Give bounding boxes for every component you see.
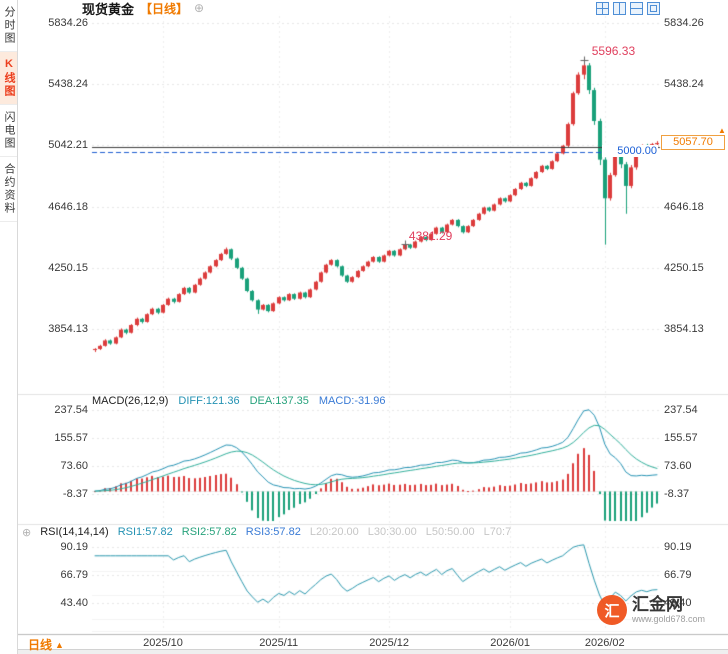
y-axis-label-right: 3854.13 [664, 323, 704, 335]
y-axis-label-right: 90.19 [664, 541, 692, 553]
rsi3-value: RSI3:57.82 [245, 526, 301, 538]
sidebar-tab-lightning-chart[interactable]: 闪电图 [0, 105, 17, 157]
y-axis-label-right: 5834.26 [664, 17, 704, 29]
sidebar: 分时图 K线图 闪电图 合约资料 [0, 0, 18, 654]
layout-grid-2x2-icon[interactable] [596, 2, 609, 15]
y-axis-label-left: 4646.18 [48, 201, 88, 213]
x-axis-label: 2025/12 [369, 637, 410, 649]
y-axis-label-left: 43.40 [60, 597, 88, 609]
sidebar-tab-time-chart[interactable]: 分时图 [0, 0, 17, 52]
last-price-tag: 5057.70 [661, 135, 725, 150]
y-axis-label-right: 237.54 [664, 404, 698, 416]
macd-label: MACD(26,12,9) [92, 395, 169, 407]
rsi-l30-value: L30:30.00 [367, 526, 417, 538]
y-axis-label-left: 155.57 [54, 432, 88, 444]
add-indicator-icon[interactable]: ⊕ [22, 527, 32, 539]
macd-hist-value: MACD:-31.96 [318, 395, 386, 407]
layout-split-horizontal-icon[interactable] [630, 2, 643, 15]
macd-dea-value: DEA:137.35 [249, 395, 309, 407]
high-price-annotation: 5596.33 [591, 43, 636, 58]
x-axis-label: 2026/01 [490, 637, 530, 649]
layout-single-pane-icon[interactable] [647, 2, 660, 15]
rsi1-value: RSI1:57.82 [117, 526, 173, 538]
watermark-url: www.gold678.com [632, 614, 706, 624]
horizontal-scrollbar[interactable] [0, 649, 728, 654]
y-axis-label-right: 5438.24 [664, 78, 704, 90]
watermark-name: 汇金网 [632, 595, 683, 614]
add-indicator-icon[interactable]: ⊕ [194, 1, 205, 15]
alert-line-label: 5000.00 [602, 144, 658, 157]
layout-split-vertical-icon[interactable] [613, 2, 626, 15]
y-axis-label-right: 43.40 [664, 597, 692, 609]
y-axis-label-left: 5438.24 [48, 78, 88, 90]
rsi-l50-value: L50:50.00 [425, 526, 475, 538]
y-axis-label-left: 5834.26 [48, 17, 88, 29]
chart-header: 现货黄金 【日线】 ⊕ [82, 0, 205, 17]
y-axis-label-left: -8.37 [62, 488, 88, 500]
y-axis-label-right: 66.79 [664, 569, 692, 581]
rsi-l20-value: L20:20.00 [309, 526, 359, 538]
y-axis-label-left: 237.54 [54, 404, 88, 416]
huijin-logo-icon: 汇 [597, 595, 627, 625]
sidebar-tab-kline-chart[interactable]: K线图 [0, 52, 17, 105]
y-axis-label-left: 4250.15 [48, 262, 88, 274]
period-tag[interactable]: 【日线】 [140, 1, 189, 16]
y-axis-label-left: 73.60 [60, 460, 88, 472]
y-axis-label-right: 73.60 [664, 460, 692, 472]
y-axis-label-right: 155.57 [664, 432, 698, 444]
macd-header: MACD(26,12,9) DIFF:121.36 DEA:137.35 MAC… [92, 395, 386, 407]
period-switcher[interactable]: 日线 ▲ [28, 636, 64, 653]
sidebar-tab-contract-info[interactable]: 合约资料 [0, 157, 17, 222]
swing-high-annotation: 4381.29 [408, 228, 453, 243]
rsi2-value: RSI2:57.82 [181, 526, 237, 538]
y-axis-label-left: 5042.21 [48, 139, 88, 151]
y-axis-label-left: 3854.13 [48, 323, 88, 335]
y-axis-label-right: 4646.18 [664, 201, 704, 213]
y-axis-label-right: -8.37 [664, 488, 690, 500]
watermark: 汇 汇金网 www.gold678.com [597, 595, 705, 625]
macd-diff-value: DIFF:121.36 [178, 395, 240, 407]
x-axis-label: 2025/11 [259, 637, 299, 649]
layout-toolbar [596, 2, 660, 15]
chevron-up-icon: ▲ [55, 639, 64, 650]
x-axis-label: 2025/10 [143, 637, 183, 649]
y-axis-label-left: 66.79 [60, 569, 88, 581]
y-axis-label-left: 90.19 [60, 541, 88, 553]
rsi-l70-value: L70:7 [483, 526, 512, 538]
rsi-label: RSI(14,14,14) [40, 526, 109, 538]
price-up-arrow-icon: ▲ [718, 126, 726, 135]
rsi-header: ⊕ RSI(14,14,14) RSI1:57.82 RSI2:57.82 RS… [22, 526, 511, 539]
y-axis-label-right: 4250.15 [664, 262, 704, 274]
x-axis-label: 2026/02 [584, 637, 625, 649]
symbol-title: 现货黄金 [82, 1, 135, 17]
period-label: 日线 [28, 638, 53, 652]
